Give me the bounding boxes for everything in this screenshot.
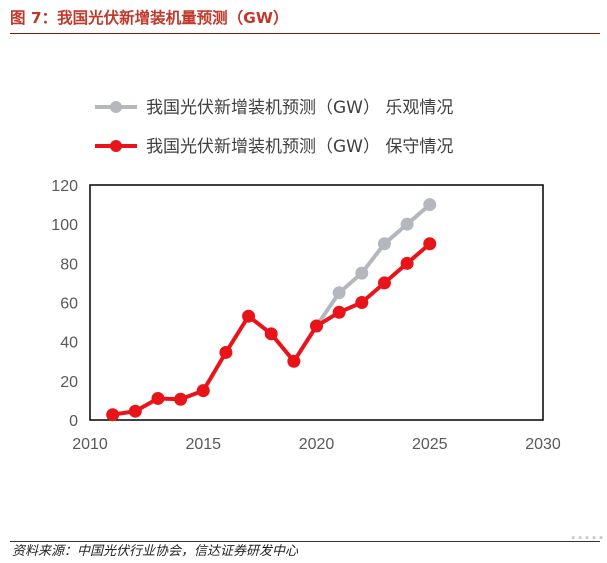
- data-point: [242, 309, 256, 323]
- legend-swatch-marker: [110, 140, 122, 152]
- watermark: ▪ ▪ ▪ ▪ ▪: [571, 532, 603, 544]
- data-point: [355, 266, 369, 280]
- plot-frame: [89, 184, 544, 421]
- data-point: [264, 327, 278, 341]
- series: [106, 237, 437, 422]
- legend-label: 我国光伏新增装机预测（GW） 保守情况: [146, 137, 453, 157]
- data-point: [219, 345, 233, 359]
- data-point: [196, 384, 210, 398]
- y-tick-label: 20: [60, 374, 78, 391]
- x-tick-label: 2020: [299, 436, 335, 453]
- data-point: [423, 198, 437, 212]
- data-point: [287, 354, 301, 368]
- data-point: [400, 217, 414, 231]
- source-note: 资料来源：中国光伏行业协会，信达证券研发中心: [12, 544, 299, 559]
- source-rule: [10, 541, 600, 542]
- legend-swatch-marker: [110, 101, 122, 113]
- x-tick-label: 2015: [185, 436, 221, 453]
- data-point: [128, 404, 142, 418]
- y-tick-label: 80: [60, 256, 78, 273]
- data-point: [174, 392, 188, 406]
- data-point: [377, 276, 391, 290]
- x-tick-label: 2030: [525, 436, 561, 453]
- y-tick-label: 40: [60, 335, 78, 352]
- data-point: [377, 237, 391, 251]
- y-tick-label: 100: [51, 217, 78, 234]
- y-tick-label: 0: [69, 413, 78, 430]
- data-point: [400, 256, 414, 270]
- data-point: [332, 305, 346, 319]
- data-point: [423, 237, 437, 251]
- data-point: [332, 286, 346, 300]
- legend-label: 我国光伏新增装机预测（GW） 乐观情况: [146, 98, 453, 118]
- data-point: [106, 408, 120, 422]
- y-tick-label: 120: [51, 178, 78, 195]
- data-point: [151, 391, 165, 405]
- x-tick-label: 2025: [412, 436, 448, 453]
- figure-title: 图 7：我国光伏新增装机量预测（GW）: [10, 9, 289, 27]
- y-tick-label: 60: [60, 296, 78, 313]
- x-axis-ticks: 2010 2015 2020 2025 2030: [72, 436, 561, 453]
- x-tick-label: 2010: [72, 436, 108, 453]
- y-axis-ticks: 0 20 40 60 80 100 120: [51, 178, 78, 430]
- data-point: [310, 319, 323, 333]
- data-point: [355, 296, 369, 309]
- title-rule: [10, 33, 600, 34]
- series: [310, 198, 437, 333]
- series-layer: [106, 198, 437, 422]
